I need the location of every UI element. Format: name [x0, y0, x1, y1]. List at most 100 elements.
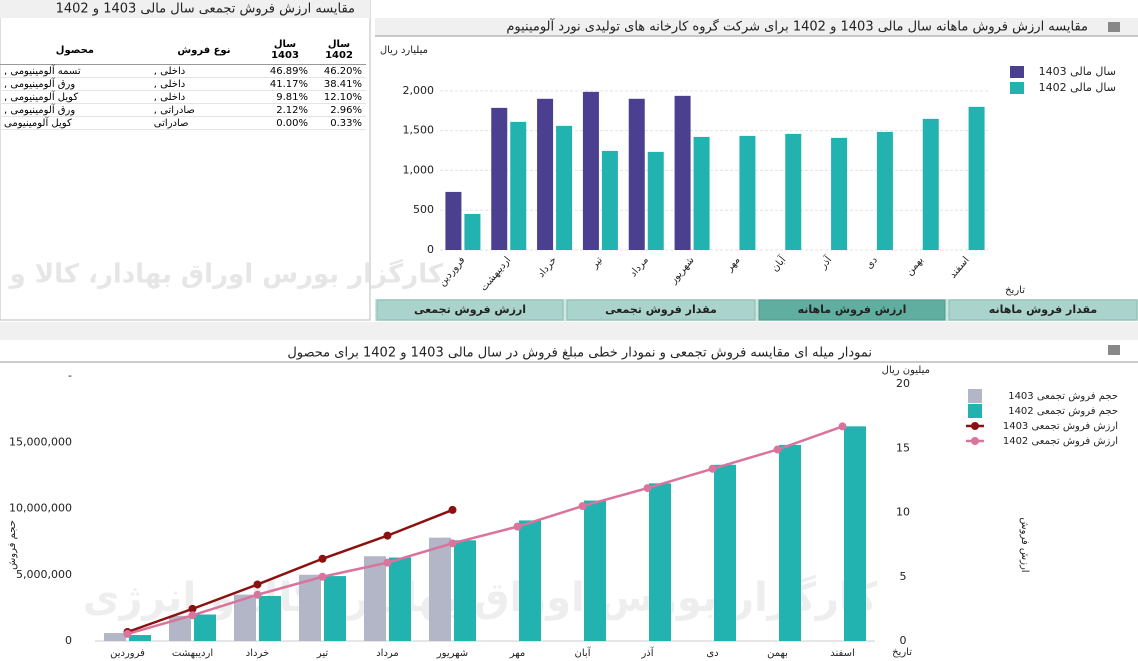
tab-label[interactable]: مقدار فروش ماهانه [989, 303, 1097, 316]
line-point [253, 590, 262, 599]
y-axis-label: حجم فروش [7, 520, 18, 570]
line-point [318, 554, 327, 563]
tab-label[interactable]: ارزش فروش ماهانه [798, 303, 907, 316]
line-point [448, 539, 457, 548]
x-tick-label: تیر [316, 648, 329, 659]
x-tick-label: آذر [640, 646, 654, 659]
export-icon[interactable] [1108, 345, 1120, 355]
line-point [383, 558, 392, 567]
line-point [838, 422, 847, 431]
legend-swatch [1010, 66, 1024, 78]
bar [582, 91, 599, 250]
table-cell: 2.96% [312, 103, 366, 117]
tab-strip [375, 299, 1138, 321]
line-point [318, 572, 327, 581]
table-cell: داخلی , [149, 64, 258, 78]
table-row: تسمه آلومینیومی , داخلی , 46.89% 46.20% [0, 64, 366, 78]
bar [649, 483, 671, 641]
y-tick-label: 5,000,000 [16, 568, 72, 581]
share-table: محصول نوع فروش سال 1403 سال 1402 تسمه آل… [0, 36, 366, 130]
y-tick-label: 0 [427, 243, 434, 256]
table-cell: صادراتی , [149, 103, 258, 117]
tab-label[interactable]: ارزش فروش تجمعی [414, 303, 526, 316]
x-axis-label: تاریخ [892, 647, 912, 658]
x-tick-label: اردیبهشت [172, 648, 213, 659]
legend-swatch [968, 389, 982, 403]
bar [104, 633, 126, 641]
watermark: کارگزار بورس اوراق بهادار، کالا و انرژی [83, 574, 878, 621]
bar [234, 594, 256, 641]
line-point [123, 629, 132, 638]
bar [445, 191, 462, 250]
tab[interactable] [566, 299, 756, 321]
bar [556, 125, 573, 250]
table-cell: ورق آلومینیومی , [0, 103, 150, 117]
panel-divider [0, 322, 1138, 340]
header: سال 1403 [258, 36, 312, 65]
table-cell: تسمه آلومینیومی , [0, 64, 150, 78]
bar [429, 537, 451, 641]
x-tick-label: مهر [723, 255, 742, 275]
table-cell: صادراتی [149, 116, 258, 130]
bar [537, 98, 554, 251]
x-tick-label: مرداد [628, 255, 651, 279]
bar [628, 98, 645, 251]
bar [389, 557, 411, 641]
line [127, 425, 843, 636]
header-row: محصول نوع فروش سال 1403 سال 1402 [0, 36, 366, 65]
table-cell: کویل آلومینیومی , [0, 90, 150, 104]
bar [169, 615, 191, 641]
table-cell: داخلی , [149, 90, 258, 104]
x-tick-label: اسفند [830, 648, 854, 659]
tab[interactable] [948, 299, 1138, 321]
y-tick-label: 1,500 [403, 124, 435, 137]
bar [693, 136, 710, 250]
y2-tick-label: 0 [900, 634, 907, 647]
x-tick-label: تیر [589, 255, 605, 272]
y2-unit: میلیون ریال [882, 365, 930, 376]
y2-tick-label: 5 [900, 570, 907, 583]
tab-active[interactable] [758, 299, 946, 321]
bar [739, 135, 756, 250]
tab[interactable] [376, 299, 564, 321]
bar [601, 150, 618, 250]
line-point [578, 502, 587, 511]
line-point [448, 505, 457, 514]
y2-tick-label: 15 [896, 441, 910, 454]
export-icon[interactable] [1108, 22, 1120, 32]
bar [876, 131, 893, 250]
header: سال 1402 [312, 36, 366, 65]
y2-tick-label: 20 [896, 377, 910, 390]
tab-label[interactable]: مقدار فروش تجمعی [605, 303, 717, 316]
line [127, 508, 453, 634]
x-axis-label: تاریخ [1005, 285, 1025, 296]
bar [491, 107, 508, 250]
bar [779, 444, 801, 641]
y-tick-label: 500 [413, 203, 434, 216]
legend-label: حجم فروش تجمعی 1402 [1008, 406, 1118, 417]
x-tick-label: آبان [768, 253, 789, 275]
line-point [188, 611, 197, 620]
x-tick-label: مرداد [376, 648, 399, 659]
y2-tick-label: 10 [896, 506, 910, 519]
y-tick-label: 1,000 [403, 163, 435, 176]
panel-title: مقایسه ارزش فروش تجمعی سال مالی 1403 و 1… [56, 2, 355, 17]
y2-axis-label: ارزش فروش [1019, 517, 1030, 572]
line-point [253, 580, 262, 589]
x-tick-label: فروردین [110, 648, 145, 659]
table-cell: 46.20% [312, 64, 366, 78]
line-point [513, 522, 522, 531]
table-cell: 12.10% [312, 90, 366, 104]
x-tick-label: بهمن [767, 648, 788, 659]
x-tick-label: دی [706, 648, 718, 659]
bar [129, 635, 151, 641]
bar [922, 118, 939, 250]
legend-label: حجم فروش تجمعی 1403 [1008, 391, 1118, 402]
table-cell: 0.33% [312, 116, 366, 130]
header: محصول [0, 36, 150, 65]
bar [785, 133, 802, 250]
chart-title: مقایسه ارزش فروش ماهانه سال مالی 1403 و … [506, 18, 1088, 35]
line-point [643, 484, 652, 493]
x-tick-label: خرداد [246, 648, 269, 659]
